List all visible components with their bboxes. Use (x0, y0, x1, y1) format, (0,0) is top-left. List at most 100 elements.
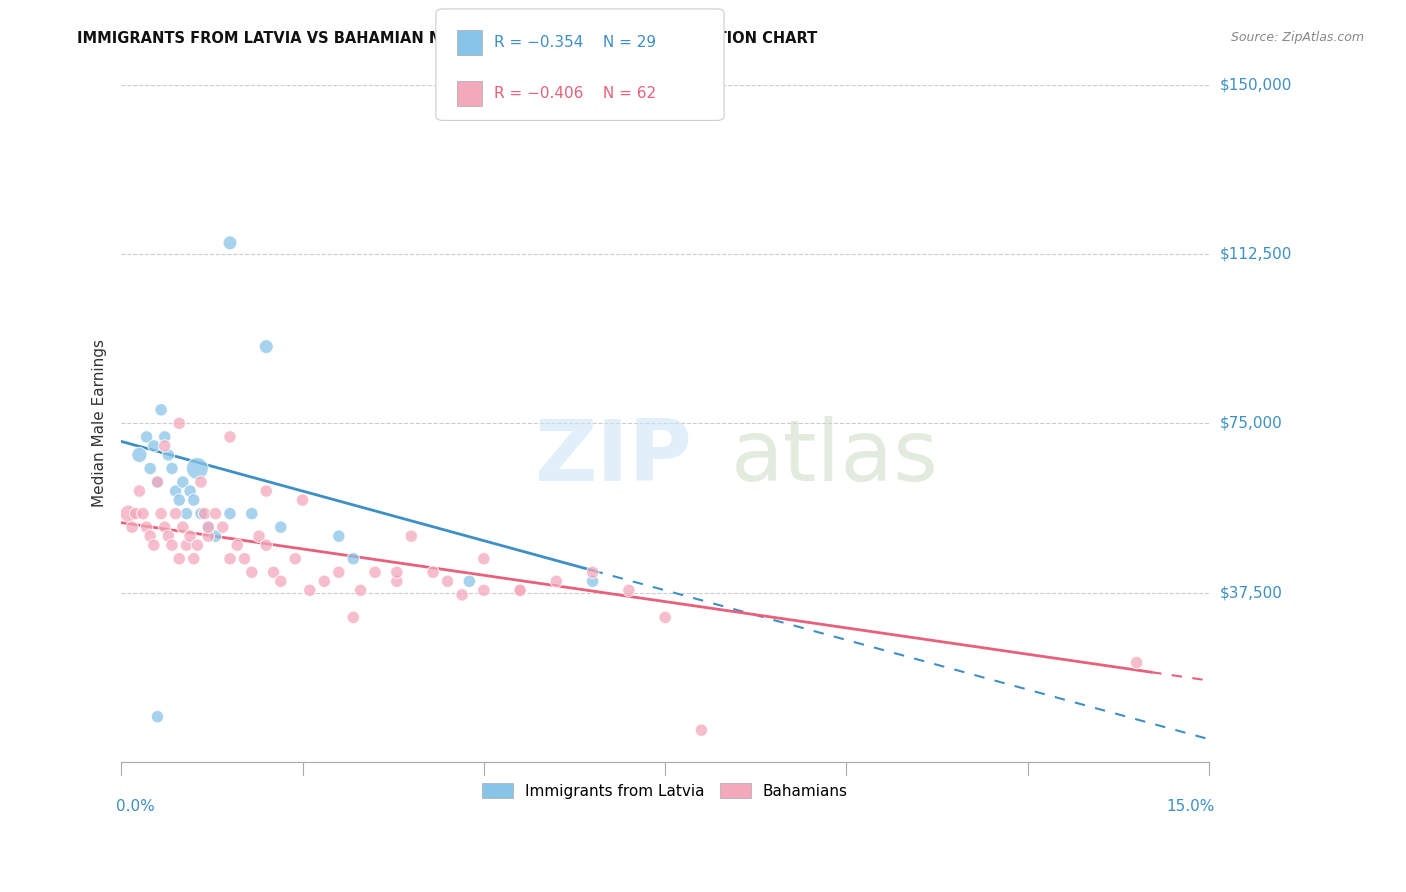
Point (157, 529, 180, 543)
Point (146, 475, 169, 489)
Point (364, 566, 387, 580)
Point (240, 507, 263, 521)
Text: $150,000: $150,000 (1220, 78, 1292, 93)
Point (233, 551, 256, 566)
Text: IMMIGRANTS FROM LATVIA VS BAHAMIAN MEDIAN MALE EARNINGS CORRELATION CHART: IMMIGRANTS FROM LATVIA VS BAHAMIAN MEDIA… (77, 31, 817, 46)
Point (160, 461, 183, 475)
Point (284, 551, 307, 566)
Point (183, 493, 205, 508)
Point (128, 448, 150, 462)
Point (546, 574, 568, 589)
Legend: Immigrants from Latvia, Bahamians: Immigrants from Latvia, Bahamians (477, 777, 853, 805)
Point (509, 583, 531, 598)
Point (142, 439, 165, 453)
Point (240, 566, 263, 580)
Text: 15.0%: 15.0% (1166, 799, 1215, 814)
Text: R = −0.354    N = 29: R = −0.354 N = 29 (494, 35, 655, 50)
Point (186, 461, 208, 475)
Point (472, 551, 495, 566)
Point (509, 583, 531, 598)
Y-axis label: Median Male Earnings: Median Male Earnings (93, 339, 107, 508)
Point (117, 507, 139, 521)
Point (270, 574, 292, 589)
Point (342, 551, 364, 566)
Text: $37,500: $37,500 (1220, 585, 1284, 600)
Point (179, 484, 201, 499)
Text: atlas: atlas (731, 416, 938, 499)
Text: ZIP: ZIP (534, 416, 692, 499)
Point (219, 507, 242, 521)
Point (328, 529, 350, 543)
Point (204, 529, 226, 543)
Point (219, 430, 242, 444)
Point (422, 566, 444, 580)
Point (176, 507, 198, 521)
Point (690, 723, 713, 738)
Point (226, 538, 249, 552)
Point (139, 529, 162, 543)
Text: $112,500: $112,500 (1220, 247, 1292, 261)
Point (617, 583, 640, 598)
Point (179, 529, 201, 543)
Text: R = −0.406    N = 62: R = −0.406 N = 62 (494, 86, 655, 101)
Point (254, 538, 277, 552)
Point (146, 709, 169, 723)
Point (472, 583, 495, 598)
Text: Source: ZipAtlas.com: Source: ZipAtlas.com (1230, 31, 1364, 45)
Point (121, 520, 143, 534)
Point (298, 583, 321, 598)
Point (139, 461, 162, 475)
Point (167, 417, 190, 431)
Point (125, 507, 148, 521)
Text: 0.0%: 0.0% (115, 799, 155, 814)
Point (172, 520, 194, 534)
Point (146, 475, 169, 489)
Point (328, 566, 350, 580)
Point (183, 551, 205, 566)
Point (176, 538, 198, 552)
Point (254, 484, 277, 499)
Text: $75,000: $75,000 (1220, 416, 1282, 431)
Point (197, 529, 219, 543)
Point (197, 520, 219, 534)
Point (132, 507, 155, 521)
Point (142, 538, 165, 552)
Point (190, 507, 212, 521)
Point (150, 402, 173, 417)
Point (654, 610, 676, 624)
Point (153, 430, 176, 444)
Point (128, 484, 150, 499)
Point (1125, 656, 1147, 670)
Point (582, 566, 605, 580)
Point (270, 520, 292, 534)
Point (135, 430, 157, 444)
Point (451, 588, 474, 602)
Point (167, 551, 190, 566)
Point (582, 574, 605, 589)
Point (247, 529, 270, 543)
Point (385, 566, 408, 580)
Point (190, 475, 212, 489)
Point (458, 574, 481, 589)
Point (263, 566, 285, 580)
Point (211, 520, 233, 534)
Point (219, 551, 242, 566)
Point (349, 583, 371, 598)
Point (167, 493, 190, 508)
Point (385, 574, 408, 589)
Point (314, 574, 336, 589)
Point (197, 520, 219, 534)
Point (194, 507, 217, 521)
Point (165, 507, 187, 521)
Point (254, 340, 277, 354)
Point (291, 493, 314, 508)
Point (150, 507, 173, 521)
Point (186, 538, 208, 552)
Point (401, 529, 423, 543)
Point (135, 520, 157, 534)
Point (153, 439, 176, 453)
Point (172, 475, 194, 489)
Point (153, 520, 176, 534)
Point (219, 235, 242, 250)
Point (157, 448, 180, 462)
